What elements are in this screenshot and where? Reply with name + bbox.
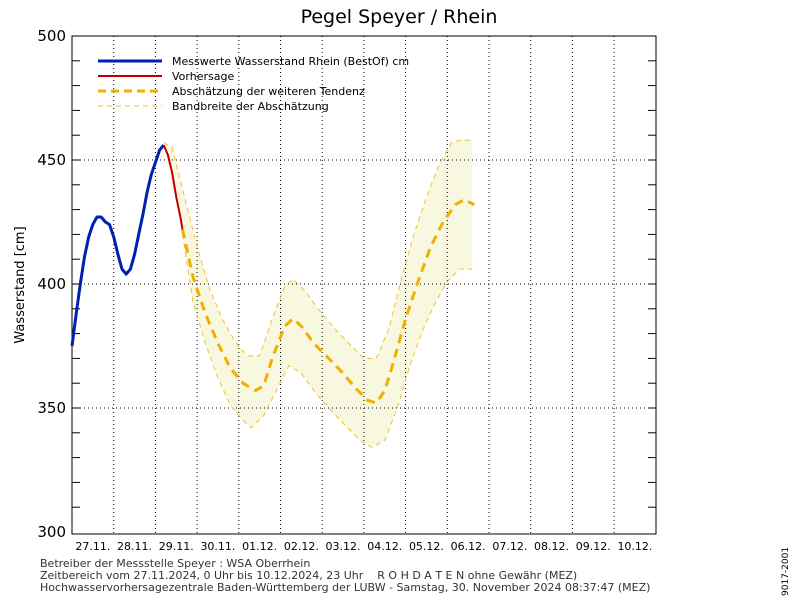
x-tick-label: 02.12. [284, 540, 319, 553]
legend: Messwerte Wasserstand Rhein (BestOf) cm V… [98, 55, 409, 113]
x-tick-label: 05.12. [409, 540, 444, 553]
chart-title: Pegel Speyer / Rhein [301, 6, 498, 28]
x-tick-label: 07.12. [492, 540, 527, 553]
x-tick-label: 30.11. [200, 540, 235, 553]
y-tick-label: 450 [37, 151, 66, 169]
legend-label: Bandbreite der Abschätzung [172, 100, 329, 113]
chart-code: 9017-2001 [781, 546, 791, 596]
x-tick-label: 01.12. [242, 540, 277, 553]
legend-label: Abschätzung der weiteren Tendenz [172, 85, 365, 98]
x-tick-label: 29.11. [159, 540, 194, 553]
tendency-line [181, 198, 476, 405]
footer-time-range: Zeitbereich vom 27.11.2024, 0 Uhr bis 10… [40, 569, 578, 582]
x-tick-label: 06.12. [451, 540, 486, 553]
x-tick-label: 04.12. [367, 540, 402, 553]
x-tick-label: 27.11. [75, 540, 110, 553]
y-tick-label: 500 [37, 27, 66, 45]
x-tick-label: 10.12. [617, 540, 652, 553]
band-fill [163, 140, 473, 448]
y-tick-label: 350 [37, 399, 66, 417]
x-tick-label: 09.12. [576, 540, 611, 553]
band-upper-line [163, 139, 473, 359]
x-tick-label: 03.12. [326, 540, 361, 553]
y-axis-label: Wasserstand [cm] [13, 226, 28, 343]
y-tick-label: 300 [37, 523, 66, 541]
x-tick-label: 08.12. [534, 540, 569, 553]
legend-label: Messwerte Wasserstand Rhein (BestOf) cm [172, 55, 409, 68]
forecast-line [162, 144, 184, 230]
footer-source: Hochwasservorhersagezentrale Baden-Württ… [40, 581, 651, 594]
x-tick-label: 28.11. [117, 540, 152, 553]
legend-label: Vorhersage [172, 70, 234, 83]
footer-operator: Betreiber der Messstelle Speyer : WSA Ob… [40, 557, 311, 570]
plot-area: 300 350 400 450 500 27.11. 28.11. 29.11. 30.11. 0… [37, 27, 657, 553]
measured-line [70, 144, 165, 347]
y-tick-label: 400 [37, 275, 66, 293]
band-lower-line [182, 234, 473, 449]
